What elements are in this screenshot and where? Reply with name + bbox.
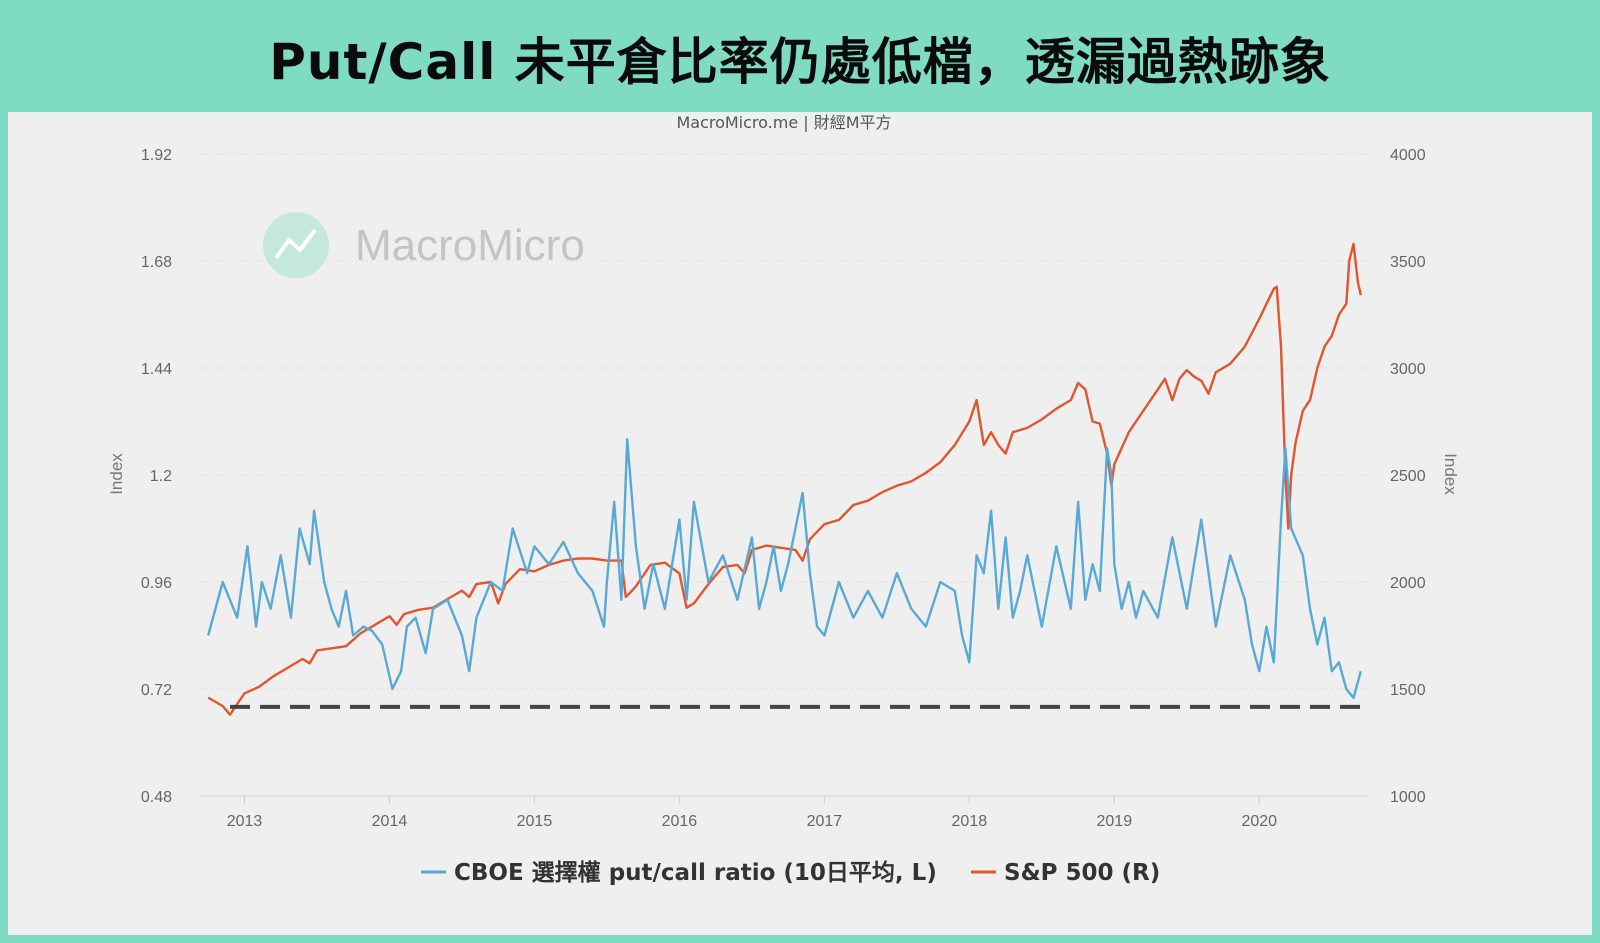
x-tick-label: 2013 <box>227 813 263 830</box>
chart-credit: MacroMicro.me | 財經M平方 <box>676 113 891 132</box>
legend-label-put-call: CBOE 選擇權 put/call ratio (10日平均, L) <box>454 859 937 886</box>
x-tick-label: 2015 <box>517 813 553 830</box>
right-axis-ticks: 1000 1500 2000 2500 3000 3500 4000 <box>1390 147 1426 806</box>
title-banner: Put/Call 未平倉比率仍處低檔，透漏過熱跡象 <box>0 0 1600 112</box>
right-tick-label: 1500 <box>1390 682 1426 699</box>
legend-item-sp500[interactable]: S&P 500 (R) <box>971 860 1160 886</box>
page-title: Put/Call 未平倉比率仍處低檔，透漏過熱跡象 <box>269 33 1331 91</box>
left-axis-ticks: 0.48 0.72 0.96 1.2 1.44 1.68 1.92 <box>141 147 172 806</box>
left-tick-label: 1.44 <box>141 361 172 378</box>
x-tick-label: 2020 <box>1241 813 1277 830</box>
left-tick-label: 1.92 <box>141 147 172 164</box>
right-tick-label: 1000 <box>1390 789 1426 806</box>
right-tick-label: 4000 <box>1390 147 1426 164</box>
right-tick-label: 2500 <box>1390 468 1426 485</box>
legend-item-put-call[interactable]: CBOE 選擇權 put/call ratio (10日平均, L) <box>421 859 937 886</box>
left-tick-label: 0.72 <box>141 682 172 699</box>
x-tick-label: 2018 <box>952 813 988 830</box>
x-tick-label: 2016 <box>662 813 698 830</box>
chart-svg: 0.48 0.72 0.96 1.2 1.44 1.68 1.92 1000 1500 2000… <box>107 113 1460 886</box>
series-layer <box>207 242 1362 716</box>
right-tick-label: 3500 <box>1390 254 1426 271</box>
watermark: MacroMicro <box>263 212 585 278</box>
left-tick-label: 1.68 <box>141 254 172 271</box>
legend-label-sp500: S&P 500 (R) <box>1004 860 1160 886</box>
series-line-sp500 <box>207 242 1362 716</box>
x-tick-label: 2014 <box>372 813 408 830</box>
series-line-put-call <box>207 438 1362 700</box>
x-tick-label: 2019 <box>1097 813 1133 830</box>
x-tick-label: 2017 <box>807 813 843 830</box>
left-tick-label: 0.48 <box>141 789 172 806</box>
watermark-logo-chart-icon <box>274 228 317 260</box>
right-tick-label: 2000 <box>1390 575 1426 592</box>
chart-panel: 0.48 0.72 0.96 1.2 1.44 1.68 1.92 1000 1500 2000… <box>8 112 1592 935</box>
right-axis-title: Index <box>1441 453 1460 495</box>
left-tick-label: 1.2 <box>150 468 172 485</box>
left-axis-title: Index <box>107 453 126 495</box>
right-tick-label: 3000 <box>1390 361 1426 378</box>
x-axis-ticks: 2013 2014 2015 2016 2017 2018 2019 2020 <box>227 796 1277 830</box>
left-tick-label: 0.96 <box>141 575 172 592</box>
legend: CBOE 選擇權 put/call ratio (10日平均, L) S&P 5… <box>421 859 1160 886</box>
watermark-text: MacroMicro <box>355 221 585 270</box>
